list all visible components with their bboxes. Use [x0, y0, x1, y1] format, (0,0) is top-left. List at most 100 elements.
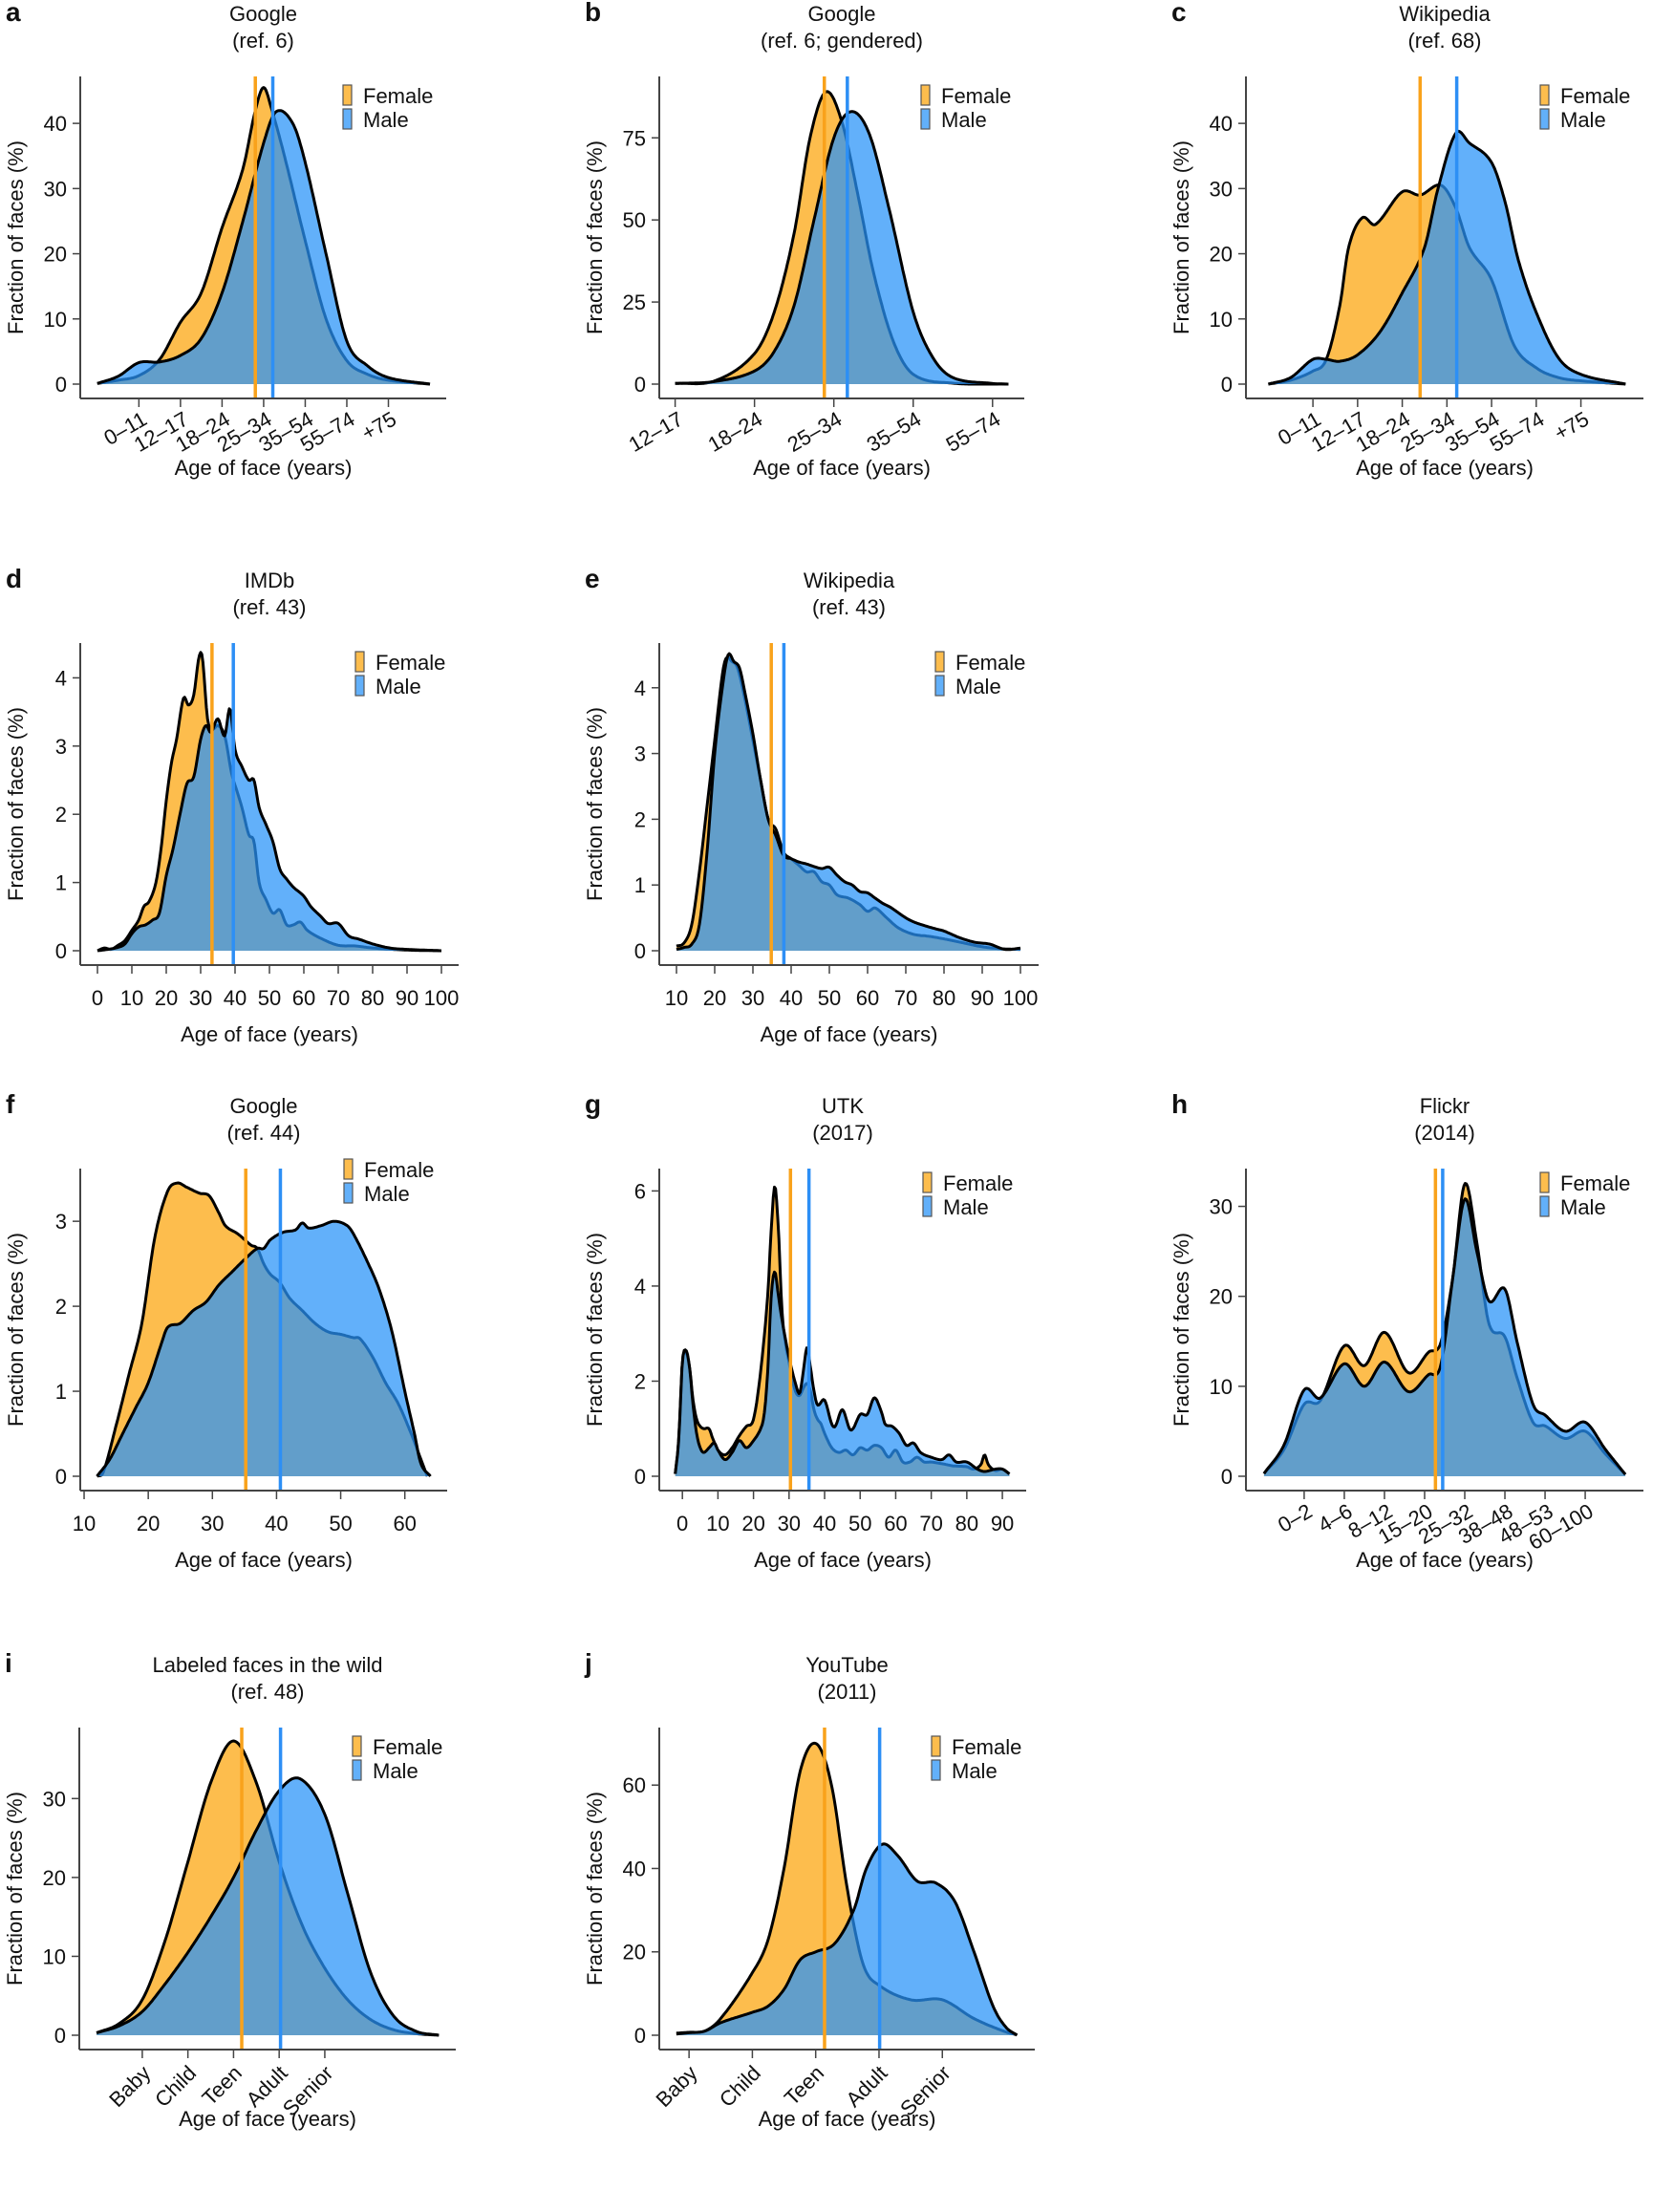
density-chart-h: h Flickr(2014)01020300–24–68–1215–2025–32… [1170, 1089, 1643, 1572]
y-tick-label: 30 [43, 1787, 66, 1811]
x-tick-label: Teen [780, 2061, 828, 2110]
male-density-outline [97, 707, 442, 953]
male-density-area [97, 110, 431, 384]
legend-swatch-female [352, 1735, 362, 1757]
x-tick-label: 50 [848, 1512, 871, 1536]
panel-d: d IMDb (ref. 43) 0 1 2 3 4 0 10 20 30 40 50 60 70 80 90 10… [0, 559, 568, 1123]
x-tick-label: 20 [137, 1512, 160, 1536]
x-axis-title: Age of face (years) [759, 2107, 936, 2131]
x-axis-title: Age of face (years) [179, 2107, 356, 2131]
x-tick-label: Adult [841, 2061, 891, 2112]
legend-swatch-male [342, 108, 353, 130]
x-tick-label: 10 [706, 1512, 729, 1536]
male-density-area [97, 1221, 431, 1476]
density-chart-c: c Wikipedia(ref. 68)0102030400–1112–1718–… [1170, 0, 1643, 480]
male-density-area [676, 654, 1020, 951]
density-areas [676, 652, 1021, 952]
x-tick-label: +75 [357, 407, 400, 445]
y-tick-label: 4 [634, 1275, 646, 1299]
y-tick-label: 40 [623, 1857, 646, 1880]
legend-label-male: Male [1560, 1195, 1606, 1219]
x-tick-label: 60 [856, 986, 879, 1010]
legend-label-female: Female [376, 651, 445, 675]
x-tick-label: 10 [665, 986, 688, 1010]
y-tick-label: 0 [55, 939, 67, 963]
density-chart-i: i Labeled faces in the wild (ref. 48) 0 10 20… [3, 1648, 456, 2131]
legend-label-female: Female [364, 1158, 434, 1182]
x-axis-title: Age of face (years) [1356, 1548, 1534, 1572]
y-tick-label: 0 [55, 373, 67, 397]
y-tick-label: 60 [623, 1773, 646, 1797]
x-tick-label: 20 [741, 1512, 764, 1536]
y-tick-label: 0 [634, 2024, 646, 2048]
legend-label-male: Male [941, 108, 987, 132]
x-tick-label: 20 [155, 986, 178, 1010]
y-tick-label: 0 [634, 939, 646, 963]
density-areas [1262, 1182, 1627, 1476]
male-density-outline [96, 1776, 440, 2037]
x-tick-label: 40 [224, 986, 247, 1010]
male-density-outline [97, 109, 431, 386]
y-tick-label: 2 [55, 803, 67, 827]
x-tick-label: 90 [971, 986, 994, 1010]
legend-label-female: Female [941, 84, 1011, 108]
y-tick-label: 20 [44, 243, 67, 267]
x-tick-label: 70 [894, 986, 917, 1010]
chart-subtitle: (ref. 48) [230, 1680, 304, 1704]
chart-subtitle: (2017) [812, 1121, 873, 1145]
density-areas [97, 86, 431, 386]
legend-swatch-female [931, 1735, 941, 1757]
panel-letter: g [585, 1089, 601, 1119]
chart-subtitle: (ref. 68) [1407, 29, 1481, 53]
legend-swatch-male [934, 675, 945, 697]
legend-swatch-male [1539, 1195, 1550, 1217]
x-tick-label: 50 [329, 1512, 352, 1536]
y-tick-label: 1 [55, 1380, 67, 1404]
chart-title: UTK [822, 1094, 864, 1118]
y-tick-label: 6 [634, 1179, 646, 1203]
panel-c: c Wikipedia (ref. 68) 0 10 20 30 40 0–11 12–17 18–… [1160, 0, 1674, 556]
legend-swatch-male [922, 1195, 933, 1217]
x-tick-label: 35–54 [863, 407, 925, 457]
x-tick-label: 70 [919, 1512, 942, 1536]
legend-label-male: Male [1560, 108, 1606, 132]
legend-label-female: Female [955, 651, 1025, 675]
panel-g: g UTK (2017) 0 2 4 6 0 10 20 30 40 50 60 70 80 90 Age of … [573, 1085, 1147, 1648]
x-axis-title: Age of face (years) [753, 456, 931, 480]
chart-subtitle: (ref. 44) [226, 1121, 300, 1145]
density-areas [97, 651, 442, 953]
legend-label-male: Male [955, 675, 1001, 698]
x-tick-label: 25–34 [783, 407, 846, 457]
chart-subtitle: (ref. 6) [232, 29, 294, 53]
y-tick-label: 1 [634, 873, 646, 897]
male-density-area [97, 1777, 440, 2035]
male-density-outline [676, 1842, 1019, 2037]
legend-label-female: Female [373, 1735, 442, 1759]
x-tick-label: 55–74 [942, 407, 1004, 457]
y-tick-label: 10 [43, 1944, 66, 1968]
chart-title: Wikipedia [804, 569, 895, 592]
y-tick-label: 50 [623, 208, 646, 232]
density-chart-f: f Google (ref. 44) 0 1 2 3 10 20 30 40 50 60 Age of f… [4, 1089, 447, 1572]
legend-label-female: Female [952, 1735, 1021, 1759]
x-tick-label: 20 [703, 986, 726, 1010]
y-tick-label: 30 [1210, 177, 1233, 201]
chart-title: Google [229, 2, 297, 26]
y-axis-title: Fraction of faces (%) [3, 1792, 27, 1986]
x-tick-label: 30 [201, 1512, 224, 1536]
y-axis-title: Fraction of faces (%) [4, 707, 28, 901]
legend-swatch-female [343, 1158, 354, 1180]
male-density-area [675, 111, 1009, 384]
male-density-outline [675, 110, 1009, 386]
legend-swatch-male [354, 675, 365, 697]
y-tick-label: 0 [634, 1465, 646, 1489]
y-tick-label: 20 [623, 1941, 646, 1965]
male-density-outline [1262, 1197, 1627, 1476]
chart-title: YouTube [805, 1653, 888, 1677]
y-tick-label: 4 [634, 676, 646, 700]
